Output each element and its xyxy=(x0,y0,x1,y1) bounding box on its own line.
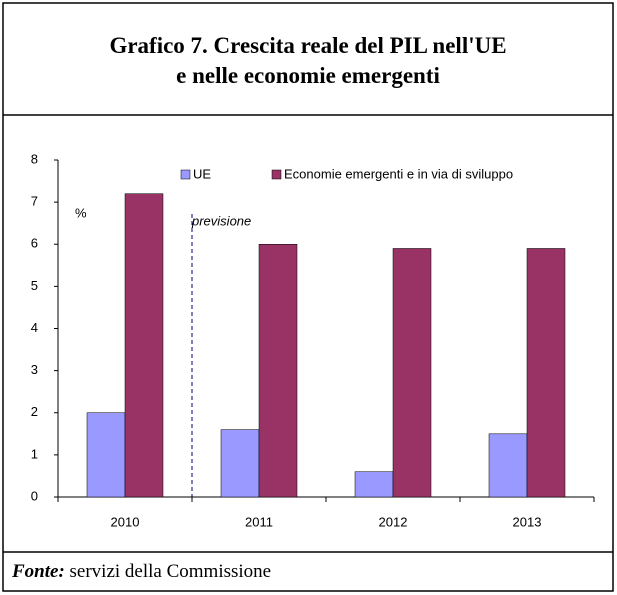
y-tick-label: 1 xyxy=(31,446,38,461)
bar xyxy=(258,244,298,498)
y-tick-label: 3 xyxy=(31,362,38,377)
source-label: Fonte: xyxy=(11,561,65,582)
y-tick-label: 7 xyxy=(31,194,38,209)
x-tick-label: 2013 xyxy=(513,514,542,529)
bar xyxy=(354,471,394,498)
y-tick-label: 0 xyxy=(31,488,38,503)
y-tick-label: 8 xyxy=(31,151,38,166)
bar xyxy=(526,248,566,498)
annotation: previsione xyxy=(191,213,251,228)
unit-label: % xyxy=(75,205,87,220)
bar xyxy=(488,433,528,498)
y-tick-label: 2 xyxy=(31,404,38,419)
y-tick-label: 5 xyxy=(31,278,38,293)
bar xyxy=(220,429,260,498)
y-tick-label: 6 xyxy=(31,236,38,251)
bar xyxy=(86,412,126,498)
bar xyxy=(392,248,432,498)
y-tick-label: 4 xyxy=(31,320,38,335)
footer: Fonte: servizi della Commissione xyxy=(11,561,271,582)
x-tick-label: 2010 xyxy=(111,514,140,529)
source: servizi della Commissione xyxy=(70,561,272,582)
x-tick-label: 2011 xyxy=(245,514,273,529)
chart-title: Grafico 7. Crescita reale del PIL nell'U… xyxy=(109,33,506,88)
legend-label: Economie emergenti e in via di sviluppo xyxy=(284,166,513,181)
legend-swatch xyxy=(271,169,282,180)
legend-label: UE xyxy=(193,166,211,181)
legend-swatch xyxy=(180,169,191,180)
bar xyxy=(124,193,164,498)
x-tick-label: 2012 xyxy=(379,514,408,529)
